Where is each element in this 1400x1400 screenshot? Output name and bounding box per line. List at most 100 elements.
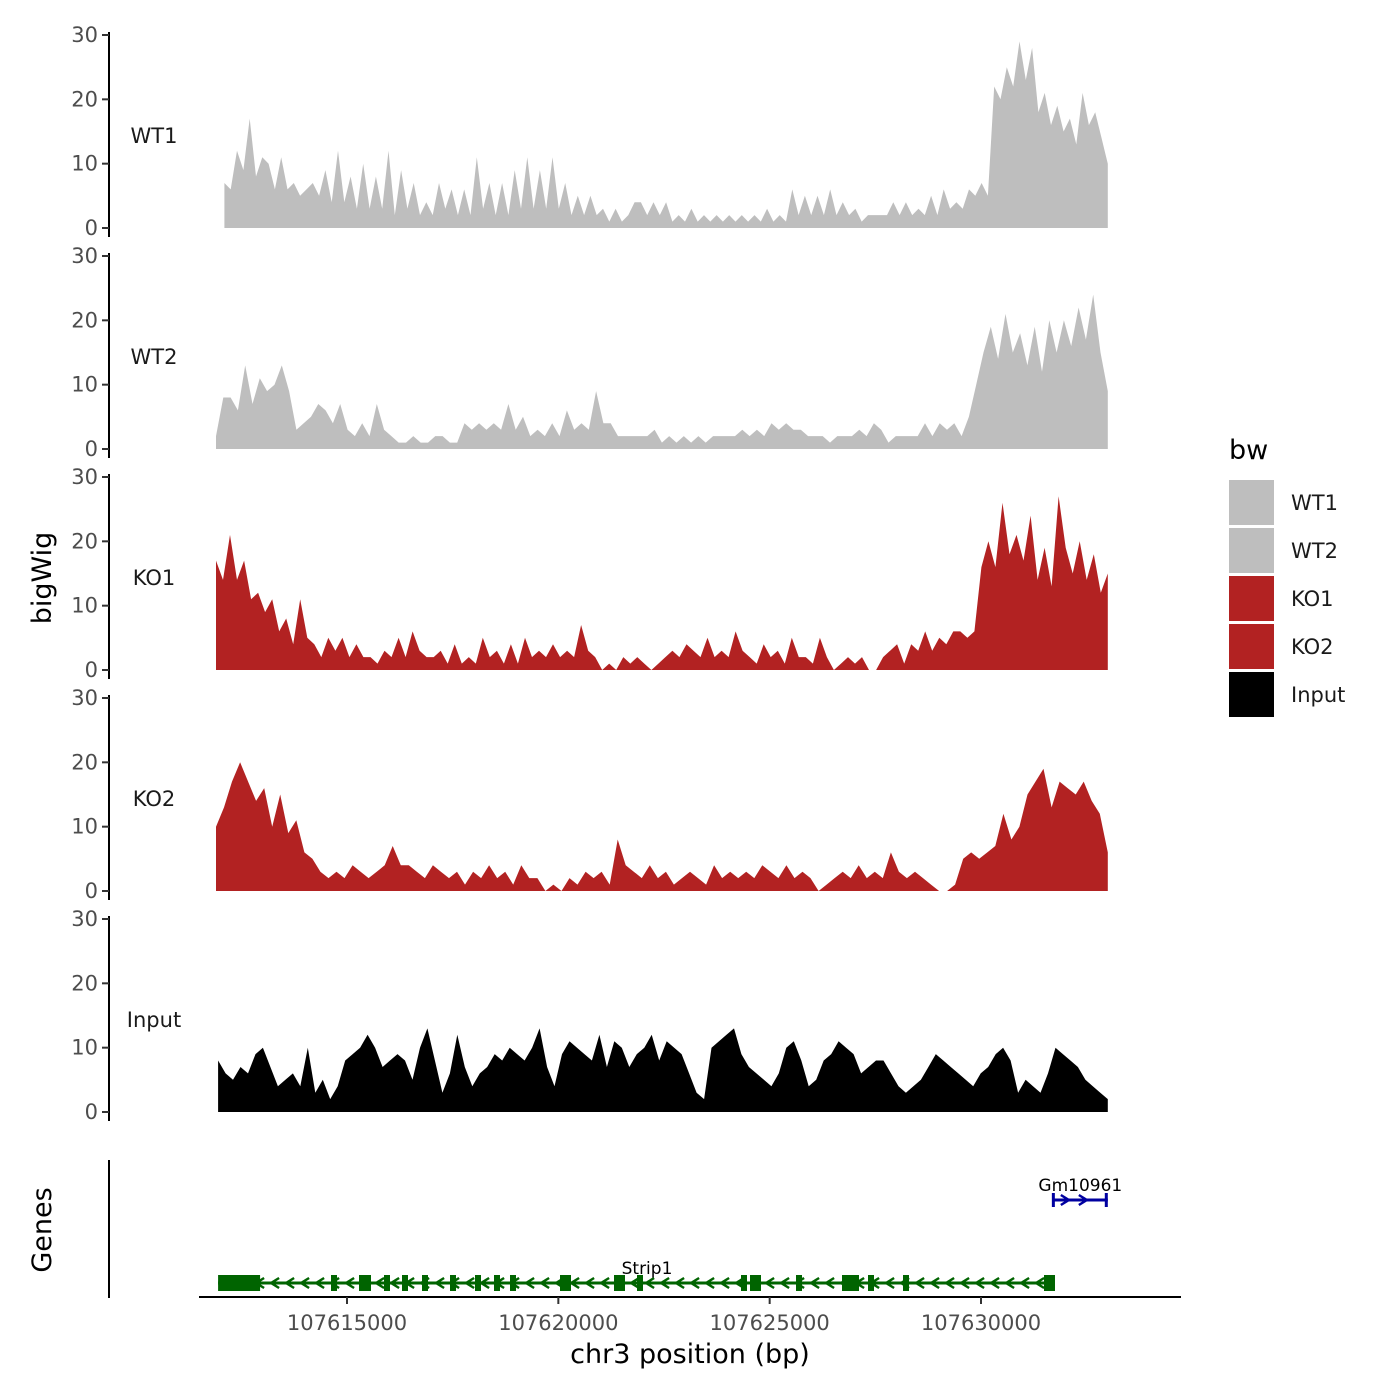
track-input: 0 10 20 30 Input — [71, 907, 1108, 1124]
y-tick-label: 10 — [71, 594, 98, 618]
gene-gm10961: Gm10961 — [1038, 1176, 1122, 1207]
exon — [903, 1275, 909, 1291]
gene-label: Strip1 — [622, 1259, 673, 1279]
y-tick-label: 20 — [71, 971, 98, 995]
exon — [422, 1275, 428, 1291]
exon — [750, 1275, 756, 1291]
y-tick-label: 0 — [85, 437, 98, 461]
legend-label: WT1 — [1291, 491, 1338, 515]
legend-swatch — [1229, 480, 1274, 525]
track-ko2: 0 10 20 30 KO2 — [71, 686, 1108, 903]
exon — [475, 1275, 481, 1291]
coverage-area-ko2 — [216, 762, 1108, 891]
gene-label: Gm10961 — [1038, 1176, 1122, 1196]
exon — [365, 1275, 371, 1291]
legend-title: bw — [1229, 435, 1268, 466]
x-tick-label: 107625000 — [710, 1311, 830, 1335]
y-tick-label: 30 — [71, 686, 98, 710]
strand-arrow — [658, 1276, 670, 1290]
y-tick-label: 10 — [71, 1036, 98, 1060]
exon — [842, 1275, 848, 1291]
strand-arrow — [808, 1276, 820, 1290]
exon — [1104, 1193, 1108, 1207]
strand-arrow — [583, 1276, 595, 1290]
exon — [1049, 1275, 1055, 1291]
y-tick-label: 0 — [85, 216, 98, 240]
y-tick-label: 20 — [71, 87, 98, 111]
exon — [796, 1275, 802, 1291]
strand-arrow — [883, 1276, 895, 1290]
strand-arrow — [463, 1276, 475, 1290]
y-tick-label: 0 — [85, 658, 98, 682]
exon — [331, 1275, 337, 1291]
x-tick-label: 107630000 — [921, 1311, 1041, 1335]
strand-arrow — [1060, 1193, 1072, 1207]
track-wt2: 0 10 20 30 WT2 — [71, 244, 1108, 461]
x-axis-title: chr3 position (bp) — [570, 1339, 810, 1370]
exon — [359, 1275, 365, 1291]
legend-swatch — [1229, 528, 1274, 573]
y-tick-label: 30 — [71, 465, 98, 489]
y-tick-label: 30 — [71, 907, 98, 931]
exon — [1051, 1193, 1055, 1207]
track-ko1: 0 10 20 30 KO1 — [71, 465, 1108, 682]
exon — [619, 1275, 625, 1291]
strand-arrow — [268, 1276, 280, 1290]
strand-arrow — [478, 1276, 490, 1290]
exon — [450, 1275, 456, 1291]
y-tick-label: 10 — [71, 815, 98, 839]
coverage-area-input — [218, 1028, 1108, 1112]
y-tick-label: 0 — [85, 1100, 98, 1124]
track-wt1: 0 10 20 30 WT1 — [71, 23, 1108, 240]
strand-arrow — [388, 1276, 400, 1290]
strand-arrow — [973, 1276, 985, 1290]
exon — [614, 1275, 620, 1291]
y-tick-label: 10 — [71, 373, 98, 397]
strand-arrow — [283, 1276, 295, 1290]
track-label: KO2 — [133, 787, 176, 811]
strand-arrow — [718, 1276, 730, 1290]
exon — [218, 1275, 261, 1291]
exon — [755, 1275, 761, 1291]
x-axis: 107615000 107620000 107625000 107630000 — [199, 1296, 1181, 1335]
strand-arrow — [928, 1276, 940, 1290]
gene-track: Gm10961 Strip1 — [108, 1160, 1122, 1298]
track-label: WT1 — [131, 124, 178, 148]
exon — [565, 1275, 571, 1291]
legend-label: KO1 — [1291, 587, 1334, 611]
legend-label: KO2 — [1291, 635, 1334, 659]
strand-arrow — [313, 1276, 325, 1290]
track-label: WT2 — [131, 345, 178, 369]
x-tick-label: 107615000 — [287, 1311, 407, 1335]
legend-label: Input — [1291, 683, 1345, 707]
strand-arrow — [598, 1276, 610, 1290]
gene-strip1: Strip1 — [218, 1259, 1055, 1291]
exon — [402, 1275, 408, 1291]
track-label: KO1 — [133, 566, 176, 590]
strand-arrow — [673, 1276, 685, 1290]
exon — [637, 1275, 643, 1291]
y-tick-label: 10 — [71, 152, 98, 176]
strand-arrow — [688, 1276, 700, 1290]
y-tick-label: 20 — [71, 529, 98, 553]
legend-swatch — [1229, 624, 1274, 669]
strand-arrow — [1018, 1276, 1030, 1290]
strand-arrow — [643, 1276, 655, 1290]
exon — [384, 1275, 390, 1291]
legend-swatch — [1229, 672, 1274, 717]
exon — [1044, 1275, 1050, 1291]
legend-item-ko2: KO2 — [1229, 624, 1334, 669]
strand-arrow — [568, 1276, 580, 1290]
legend-label: WT2 — [1291, 539, 1338, 563]
coverage-area-ko1 — [216, 496, 1108, 670]
y-tick-label: 20 — [71, 308, 98, 332]
exon — [868, 1275, 874, 1291]
strand-arrow — [763, 1276, 775, 1290]
strand-arrow — [703, 1276, 715, 1290]
y-tick-label: 30 — [71, 244, 98, 268]
legend-item-ko1: KO1 — [1229, 576, 1334, 621]
legend-item-input: Input — [1229, 672, 1345, 717]
strand-arrow — [913, 1276, 925, 1290]
strand-arrow — [823, 1276, 835, 1290]
